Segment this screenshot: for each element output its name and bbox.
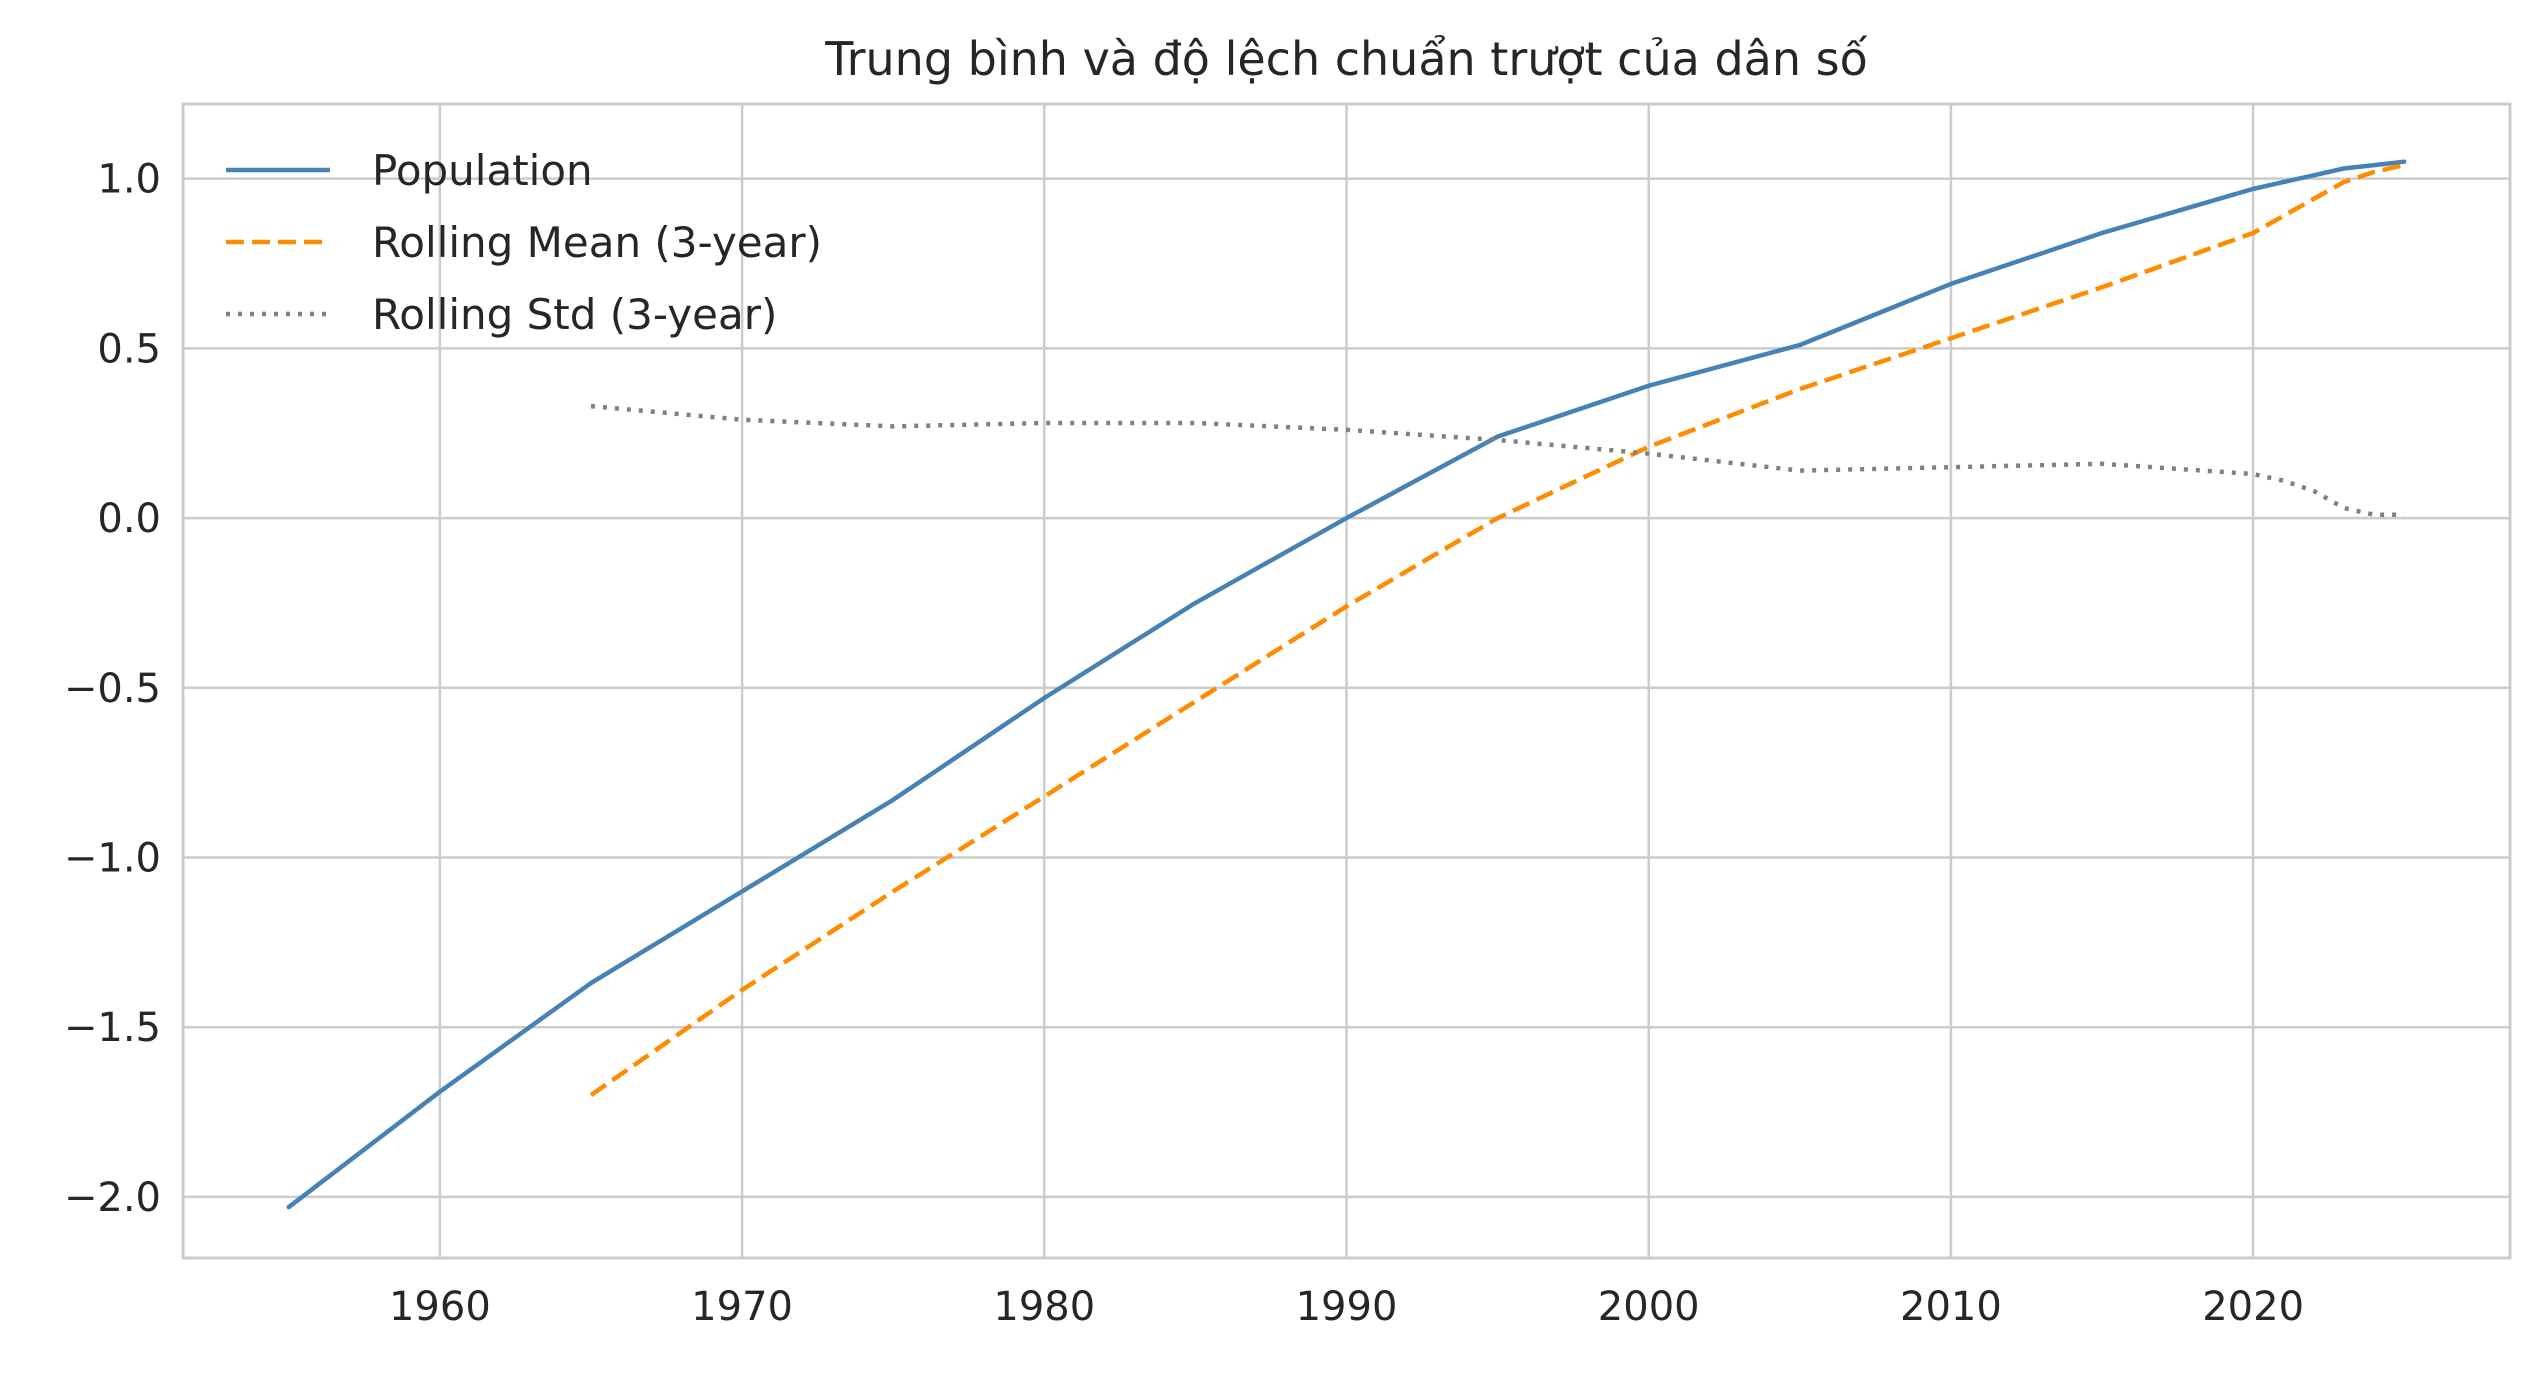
series-line-1: [286, 159, 2407, 1210]
legend-label-3: Rolling Std (3-year): [372, 290, 777, 339]
x-tick-label: 2000: [1598, 1284, 1700, 1330]
legend: Population Rolling Mean (3-year) Rolling S…: [226, 146, 822, 339]
y-tick-label: −0.5: [64, 666, 161, 712]
y-tick-label: 0.5: [97, 326, 161, 372]
x-tick-label: 1980: [993, 1284, 1095, 1330]
series-line-2: [589, 162, 2405, 1097]
legend-label-1: Population: [372, 146, 593, 195]
y-tick-label: 1.0: [97, 157, 161, 203]
y-tick-label: 0.0: [97, 496, 161, 542]
grid-layer: [183, 104, 2510, 1258]
y-tick-label: −1.5: [64, 1005, 161, 1051]
series-line-3: [590, 403, 2405, 517]
x-tick-label: 1960: [389, 1284, 491, 1330]
plot-frame: [181, 102, 2512, 1260]
x-tick-label: 1990: [1296, 1284, 1398, 1330]
chart-title: Trung bình và độ lệch chuẩn trượt của dâ…: [824, 32, 1867, 86]
legend-label-2: Rolling Mean (3-year): [372, 218, 822, 267]
y-tick-label: −1.0: [64, 835, 161, 881]
x-tick-label: 2010: [1900, 1284, 2002, 1330]
tick-layer: 1960 1970 1980 1990 2000 2010 2020 1.0 0.5 0.0 −0.…: [64, 157, 2304, 1330]
series-layer: [286, 159, 2407, 1210]
x-tick-label: 1970: [691, 1284, 793, 1330]
y-tick-label: −2.0: [64, 1175, 161, 1221]
x-tick-label: 2020: [2202, 1284, 2304, 1330]
